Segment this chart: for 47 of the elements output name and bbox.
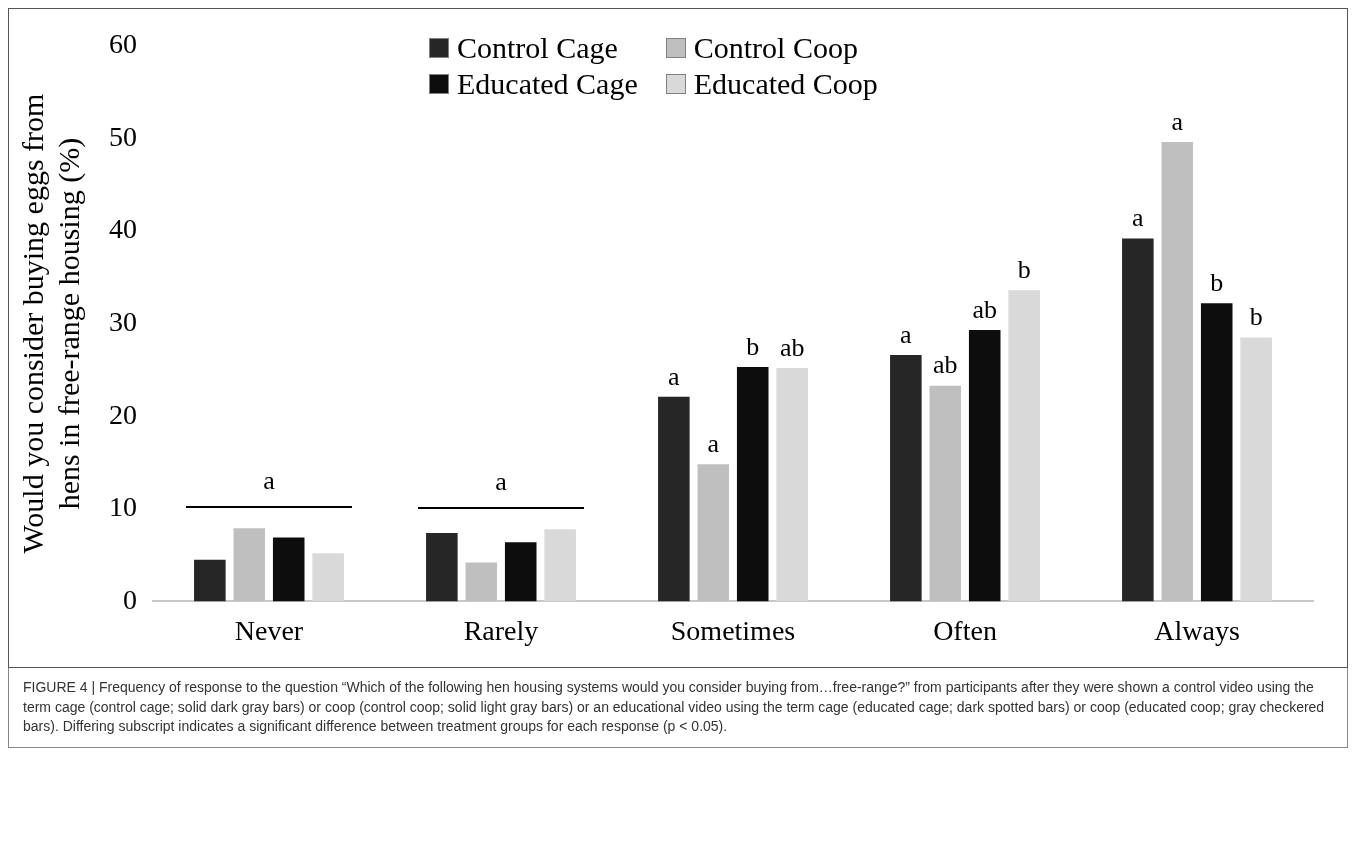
bar bbox=[1200, 303, 1233, 602]
data-label: a bbox=[668, 361, 681, 391]
legend-label: Educated Coop bbox=[693, 67, 878, 101]
data-label: b bbox=[1017, 255, 1031, 285]
y-tick-label: 50 bbox=[109, 120, 137, 152]
x-tick-label: Never bbox=[234, 614, 304, 646]
annotation: a bbox=[262, 466, 276, 497]
legend-label: Control Cage bbox=[457, 31, 618, 65]
bar bbox=[1240, 337, 1272, 602]
bar bbox=[312, 553, 344, 602]
bar bbox=[426, 532, 458, 602]
data-label: a bbox=[707, 429, 720, 459]
annotation: a bbox=[494, 467, 508, 498]
x-tick-label: Often bbox=[933, 614, 997, 646]
y-axis-title: Would you consider buying eggs from hens in free-range housing (%) bbox=[15, 93, 86, 554]
y-tick-label: 40 bbox=[109, 213, 137, 245]
bar bbox=[776, 368, 808, 602]
data-label: b bbox=[1249, 302, 1263, 332]
x-tick-label: Always bbox=[1154, 614, 1240, 646]
caption: FIGURE 4 | Frequency of response to the question “Which of the following hen housing systems would you consider buying from…free-range?” from participants after they were shown a control video using the term cage (control cage; solid dark gray bars) or coop (control coop; solid light gray bars) or an educational video using the term cage (educated cage; dark spotted bars) or coop (educated coop; gray checkered bars). Differing subscript indicates a significant difference between treatment groups for each response (p < 0.05). bbox=[23, 678, 1326, 737]
bar bbox=[1008, 290, 1040, 602]
y-tick-label: 30 bbox=[109, 305, 137, 337]
bar bbox=[194, 559, 226, 602]
y-tick-label: 0 bbox=[123, 583, 137, 615]
x-tick-label: Rarely bbox=[463, 614, 539, 646]
y-tick-label: 10 bbox=[109, 491, 137, 523]
data-label: b bbox=[1210, 268, 1224, 298]
legend-label: Control Coop bbox=[693, 31, 858, 65]
data-label: a bbox=[1132, 203, 1145, 233]
y-tick-label: 20 bbox=[109, 398, 137, 430]
bar bbox=[968, 330, 1001, 602]
y-tick-label: 60 bbox=[109, 28, 137, 60]
data-label: ab bbox=[779, 332, 805, 362]
bar bbox=[890, 355, 922, 602]
bar bbox=[504, 542, 537, 602]
bar bbox=[736, 367, 769, 602]
data-label: ab bbox=[972, 294, 997, 324]
data-label: ab bbox=[933, 350, 958, 380]
bar bbox=[272, 537, 305, 602]
bar bbox=[544, 529, 576, 602]
data-label: a bbox=[900, 319, 913, 349]
data-label: a bbox=[1171, 106, 1184, 136]
x-tick-label: Sometimes bbox=[670, 614, 796, 646]
bar bbox=[658, 396, 690, 602]
bar bbox=[1122, 238, 1154, 602]
legend-label: Educated Cage bbox=[457, 67, 638, 101]
data-label: b bbox=[746, 331, 760, 361]
